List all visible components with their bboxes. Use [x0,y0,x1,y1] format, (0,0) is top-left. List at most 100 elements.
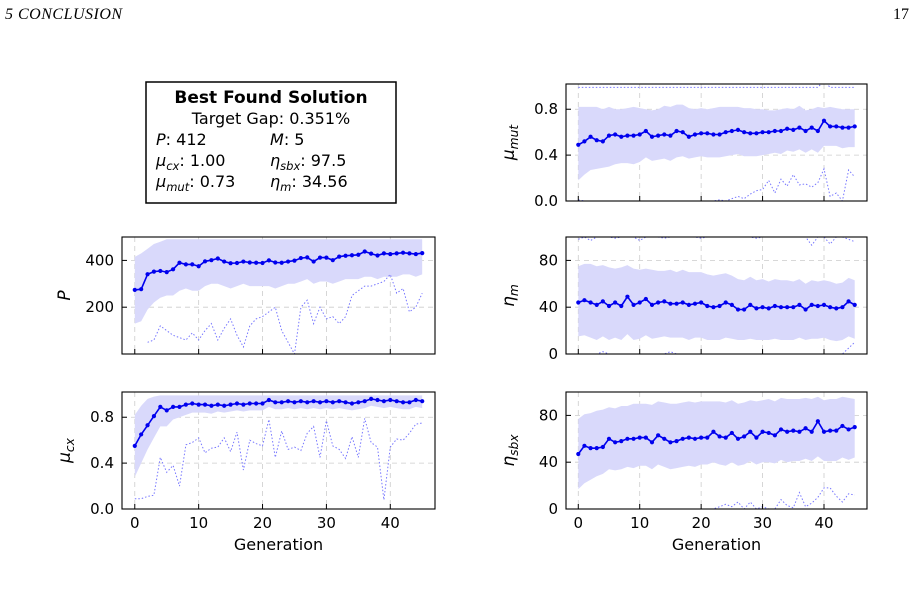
best-point [183,262,188,267]
x-tick-label: 30 [317,514,336,532]
best-point [742,130,747,135]
best-point [729,430,734,436]
summary-line-right: ηsbx: 97.5 [270,151,346,173]
best-point [343,253,348,258]
best-point [356,400,361,405]
symbol: μ [155,151,166,170]
best-point [132,287,137,292]
best-point [748,429,753,434]
best-point [241,259,246,264]
best-point [279,400,284,405]
best-point [625,436,630,441]
best-point [132,443,137,449]
best-point [631,133,636,138]
best-point [305,255,310,260]
y-tick-label: 40 [539,453,558,471]
best-point [234,260,240,266]
best-point [828,305,833,310]
plot-area [576,84,857,201]
best-point [631,436,636,441]
best-point [735,127,741,132]
best-point [686,435,691,440]
best-point [362,249,367,254]
best-point [158,268,163,274]
axes-frame [565,391,868,510]
best-point [637,435,642,440]
best-point [177,404,182,410]
best-point [686,134,691,139]
best-point [394,399,399,404]
plot-area [576,396,857,509]
best-point [631,302,636,307]
y-tick-label: 0.0 [534,192,558,210]
best-point [766,306,771,311]
best-point [828,124,833,129]
summary-line-left: P: 412 [156,130,207,149]
subscript: m [280,180,291,194]
summary-line-left: μmut: 0.73 [155,172,235,194]
best-point [158,404,163,410]
best-point [705,435,710,440]
best-point [729,302,734,307]
max-line [578,84,855,88]
best-point [407,251,412,256]
best-point [247,260,252,265]
best-point [311,399,316,404]
best-point [285,259,291,264]
best-point [662,132,667,137]
best-point [324,255,329,260]
best-point [222,259,227,264]
best-point [735,436,741,441]
best-point [420,399,425,404]
symbol: μ [499,149,519,161]
best-point [202,259,208,264]
symbol: μ [55,452,75,464]
best-point [324,399,329,404]
best-point [760,429,765,434]
best-point [190,401,195,406]
best-point [754,435,759,440]
value-text: : 0.73 [189,172,235,191]
best-point [766,130,771,135]
best-point [649,134,655,139]
best-point [692,301,698,306]
x-tick-label: 20 [692,514,711,532]
best-point [803,128,808,134]
best-point [298,255,303,261]
best-point [311,259,316,264]
best-point [234,401,240,406]
best-point [809,302,814,307]
y-axis-label: μmut [499,124,521,161]
y-axis-label: μcx [55,437,77,464]
section-header: 5 CONCLUSION [5,6,123,23]
best-point [662,436,667,441]
best-point [600,444,605,450]
best-point [785,126,790,131]
best-point [821,302,827,307]
best-point [760,305,765,310]
plot-area [576,237,857,354]
summary-box-border [145,81,397,204]
best-point [177,260,182,265]
symbol: η [270,172,280,191]
std-band [578,263,855,342]
x-tick-label: 10 [189,514,208,532]
std-band [134,395,423,477]
best-point [228,261,233,266]
best-point [821,429,827,434]
best-point [337,399,342,404]
best-point [266,258,272,263]
x-tick-label: 0 [574,514,584,532]
best-point [222,403,227,408]
best-point [228,402,233,407]
y-axis-label: P [55,290,75,301]
best-point [582,139,587,144]
best-point [668,133,673,138]
best-point [637,300,642,305]
best-point [145,272,150,277]
y-tick-label: 0.0 [90,500,114,518]
std-band [578,396,855,490]
value-text: : 412 [166,130,207,149]
best-point [797,429,802,434]
